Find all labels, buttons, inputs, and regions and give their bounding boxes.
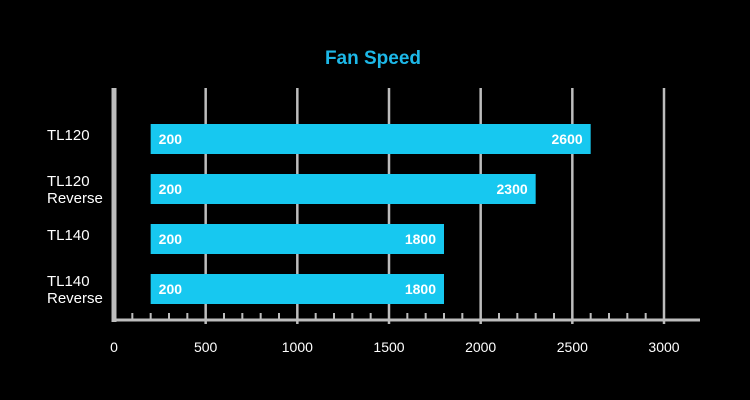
x-tick-label-1500: 1500 [373,339,404,355]
x-tick-label-0: 0 [110,339,118,355]
bar-high-label-3: 1800 [405,281,436,297]
category-label-line: Reverse [47,290,103,307]
category-label-line: TL140 [47,227,90,244]
category-label-line: Reverse [47,190,103,207]
category-label-line: TL140 [47,273,90,290]
category-label-line: TL120 [47,173,90,190]
x-tick-label-1000: 1000 [282,339,313,355]
bar-low-label-3: 200 [159,281,183,297]
category-label-1: TL120 Reverse [47,173,103,207]
bar-2 [150,224,444,254]
category-label-0: TL120 [47,127,90,144]
bar-high-label-2: 1800 [405,231,436,247]
labels: 200 2600 200 2300 200 1800 200 1800 0 500 1000 1500… [47,127,680,355]
x-tick-label-2500: 2500 [557,339,588,355]
category-label-3: TL140 Reverse [47,273,103,307]
bar-3 [150,274,444,304]
bar-high-label-0: 2600 [552,131,583,147]
category-label-2: TL140 [47,227,90,244]
bar-low-label-0: 200 [159,131,183,147]
axes [111,88,700,324]
bar-0 [150,124,591,154]
bar-1 [150,174,536,204]
chart-title: Fan Speed [325,48,421,69]
x-tick-label-3000: 3000 [648,339,679,355]
bar-high-label-1: 2300 [497,181,528,197]
bar-low-label-2: 200 [159,231,183,247]
category-label-line: TL120 [47,127,90,144]
x-tick-label-2000: 2000 [465,339,496,355]
bar-low-label-1: 200 [159,181,183,197]
bars [150,124,591,304]
x-tick-label-500: 500 [194,339,218,355]
